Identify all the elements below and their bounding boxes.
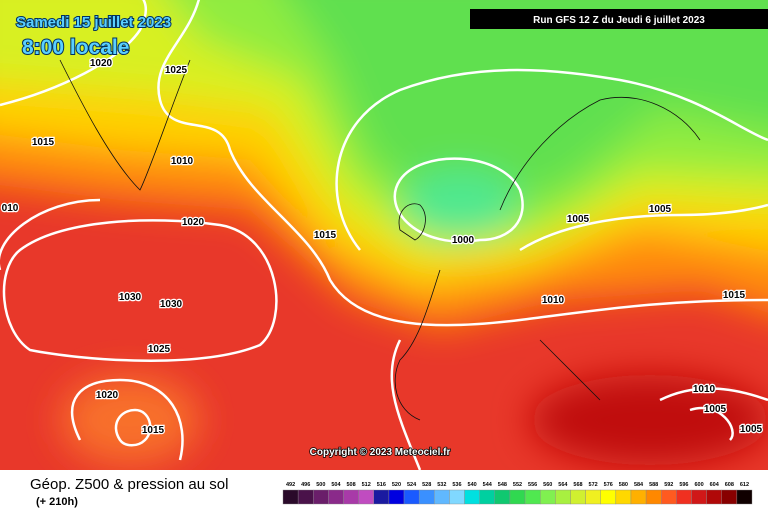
run-box <box>470 9 768 29</box>
scale-label: 552 <box>513 482 522 488</box>
isobar-label: 1000 <box>452 235 475 246</box>
scale-label: 504 <box>331 482 341 488</box>
isobar-label: 1015 <box>314 230 337 241</box>
isobar-label: 1015 <box>32 137 55 148</box>
color-scale: 492 496 500 504 508 512 516 520 524 528 532 536 540 5… <box>282 482 753 505</box>
forecast-time: 8:00 locale <box>22 36 129 59</box>
scale-swatch <box>328 489 344 505</box>
isobar-label: 010 <box>2 203 19 214</box>
scale-label: 588 <box>649 482 658 488</box>
scale-swatch <box>645 489 662 505</box>
scale-swatch <box>343 489 359 505</box>
scale-swatch <box>418 489 435 505</box>
coastlines <box>59 59 701 421</box>
scale-label: 520 <box>392 482 401 488</box>
scale-label: 572 <box>589 482 598 488</box>
scale-label: 532 <box>437 482 446 488</box>
scale-swatch <box>539 489 556 505</box>
scale-swatch <box>600 489 617 505</box>
scale-swatch <box>676 489 692 505</box>
isobar-label: 1025 <box>148 344 171 355</box>
scale-label: 560 <box>543 482 552 488</box>
scale-label: 576 <box>604 482 613 488</box>
scale-swatch <box>630 489 647 505</box>
isobars <box>0 0 768 470</box>
scale-swatch <box>358 489 374 505</box>
isobar-label: 1030 <box>119 292 142 303</box>
scale-label: 492 <box>286 482 295 488</box>
scale-swatch <box>449 489 465 505</box>
scale-label: 508 <box>346 482 355 488</box>
scale-label: 516 <box>377 482 386 488</box>
scale-swatch <box>373 489 390 505</box>
isobar-label: 1010 <box>542 295 565 306</box>
scale-swatch <box>434 489 450 505</box>
scale-swatch <box>313 489 329 505</box>
scale-label: 556 <box>528 482 537 488</box>
scale-swatch <box>736 489 753 505</box>
scale-swatch <box>691 489 707 505</box>
scale-swatch <box>464 489 480 505</box>
scale-label: 612 <box>740 482 749 488</box>
isobar-label-layer: 1020 1025 1015 1010 010 1020 1030 1030 1025 1020 1… <box>0 57 763 438</box>
scale-label: 604 <box>710 482 720 488</box>
isobar-label: 1010 <box>693 384 716 395</box>
scale-label: 536 <box>452 482 461 488</box>
scale-label: 540 <box>468 482 477 488</box>
isobar-label: 1010 <box>171 156 194 167</box>
scale-swatch <box>494 489 511 505</box>
scale-label: 512 <box>362 482 371 488</box>
scale-swatch <box>403 489 420 505</box>
scale-label: 600 <box>694 482 703 488</box>
scale-label: 496 <box>301 482 310 488</box>
scale-label: 548 <box>498 482 507 488</box>
copyright: Copyright © 2023 Meteociel.fr <box>310 447 451 458</box>
scale-swatch <box>282 489 299 505</box>
isobar-label: 1005 <box>740 424 763 435</box>
isobar-label: 1020 <box>182 217 205 228</box>
isobar-label: 1020 <box>96 390 119 401</box>
isobar-label: 1025 <box>165 65 188 76</box>
legend-title: Géop. Z500 & pression au sol <box>30 476 228 493</box>
scale-swatch <box>721 489 738 505</box>
legend-subtitle: (+ 210h) <box>36 496 78 508</box>
map-field <box>0 0 768 470</box>
scale-swatch <box>555 489 571 505</box>
scale-label: 580 <box>619 482 628 488</box>
scale-label: 528 <box>422 482 431 488</box>
scale-swatch <box>570 489 586 505</box>
forecast-date: Samedi 15 juillet 2023 <box>16 14 171 31</box>
scale-label: 592 <box>664 482 673 488</box>
isobar-label: 1015 <box>142 425 165 436</box>
scale-label: 584 <box>634 482 644 488</box>
scale-label: 500 <box>316 482 325 488</box>
scale-label: 524 <box>407 482 417 488</box>
scale-swatch <box>388 489 405 505</box>
scale-swatch <box>585 489 601 505</box>
isobar-label: 1005 <box>704 404 727 415</box>
isobar-label: 1005 <box>567 214 590 225</box>
scale-swatch <box>509 489 526 505</box>
isobar-label: 1020 <box>90 58 113 69</box>
scale-label: 544 <box>483 482 493 488</box>
scale-swatch <box>615 489 632 505</box>
scale-label: 568 <box>573 482 582 488</box>
scale-swatch <box>661 489 677 505</box>
scale-label: 596 <box>679 482 688 488</box>
scale-swatch <box>297 489 314 505</box>
scale-label: 608 <box>725 482 734 488</box>
scale-swatch <box>524 489 541 505</box>
scale-label: 564 <box>558 482 568 488</box>
isobar-label: 1005 <box>649 204 672 215</box>
scale-swatch <box>706 489 722 505</box>
run-info: Run GFS 12 Z du Jeudi 6 juillet 2023 <box>533 15 705 26</box>
isobar-label: 1030 <box>160 299 183 310</box>
isobar-label: 1015 <box>723 290 746 301</box>
scale-swatch <box>479 489 496 505</box>
